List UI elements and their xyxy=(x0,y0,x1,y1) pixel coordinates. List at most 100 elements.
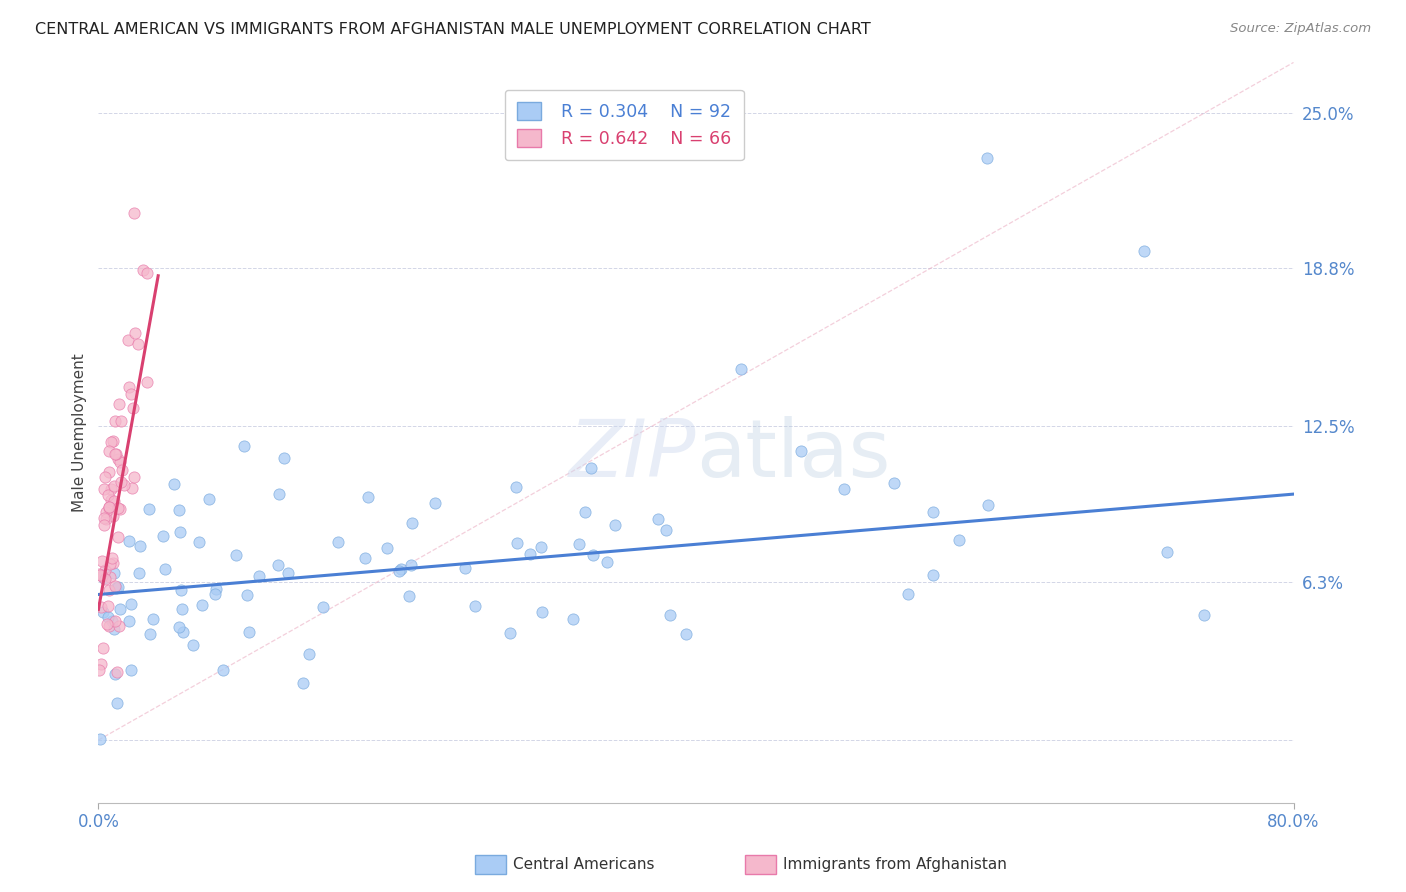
Point xyxy=(658,607,681,622)
Point xyxy=(1133,244,1156,258)
Point xyxy=(267,487,290,501)
Point xyxy=(120,597,142,611)
Point xyxy=(152,528,174,542)
Point xyxy=(97,466,120,480)
Point xyxy=(104,447,127,461)
Point xyxy=(120,387,142,401)
Point xyxy=(789,444,811,458)
Point xyxy=(169,525,191,540)
Point xyxy=(582,548,605,562)
Point xyxy=(107,581,129,595)
Point xyxy=(561,612,583,626)
Point xyxy=(103,566,125,581)
Point xyxy=(105,696,128,710)
Text: Source: ZipAtlas.com: Source: ZipAtlas.com xyxy=(1230,22,1371,36)
Point xyxy=(167,619,190,633)
Point xyxy=(122,401,145,415)
Point xyxy=(139,627,162,641)
Point xyxy=(976,151,998,165)
Point xyxy=(108,618,131,632)
Point xyxy=(103,508,125,523)
Point xyxy=(499,625,522,640)
Text: Central Americans: Central Americans xyxy=(513,857,655,871)
Point xyxy=(131,263,153,277)
Point xyxy=(100,551,122,566)
Point xyxy=(225,548,247,562)
Point xyxy=(291,676,314,690)
Point xyxy=(530,540,553,554)
Point xyxy=(104,615,127,629)
Point xyxy=(103,434,125,448)
Y-axis label: Male Unemployment: Male Unemployment xyxy=(72,353,87,512)
Point xyxy=(312,599,335,614)
Point xyxy=(93,510,115,524)
Point xyxy=(896,587,918,601)
Point xyxy=(172,625,194,640)
Point xyxy=(128,566,150,580)
Point xyxy=(568,537,591,551)
Point xyxy=(172,602,194,616)
Point xyxy=(90,553,112,567)
Point xyxy=(136,266,159,280)
Point xyxy=(108,602,131,616)
Point xyxy=(120,663,142,677)
Point xyxy=(105,447,128,461)
Point xyxy=(101,556,124,570)
Point xyxy=(188,535,211,549)
Point xyxy=(922,568,945,582)
Point xyxy=(212,663,235,677)
Point xyxy=(98,500,121,514)
Point xyxy=(89,731,111,746)
Point xyxy=(883,475,905,490)
Point xyxy=(197,491,219,506)
Point xyxy=(98,500,121,514)
Point xyxy=(519,548,541,562)
Point xyxy=(117,333,139,347)
Point xyxy=(163,477,186,491)
Point xyxy=(579,460,602,475)
Point xyxy=(98,502,121,516)
Point xyxy=(91,605,114,619)
Point xyxy=(112,477,135,491)
Point xyxy=(118,614,141,628)
Point xyxy=(505,480,527,494)
Point xyxy=(204,587,226,601)
Point xyxy=(122,470,145,484)
Text: CENTRAL AMERICAN VS IMMIGRANTS FROM AFGHANISTAN MALE UNEMPLOYMENT CORRELATION CH: CENTRAL AMERICAN VS IMMIGRANTS FROM AFGH… xyxy=(35,22,870,37)
Point xyxy=(103,494,125,508)
Point xyxy=(108,501,131,516)
Point xyxy=(97,599,120,614)
Point xyxy=(124,206,146,220)
Point xyxy=(401,558,423,572)
Point xyxy=(104,414,127,428)
Point xyxy=(93,567,115,582)
Point xyxy=(100,493,122,508)
Point xyxy=(110,414,132,428)
Point xyxy=(94,470,117,484)
Point xyxy=(328,535,350,549)
Point xyxy=(100,483,122,497)
Point xyxy=(398,589,420,603)
Point xyxy=(124,326,146,340)
Point xyxy=(104,579,127,593)
Point xyxy=(90,599,112,614)
Point xyxy=(111,462,134,476)
Point xyxy=(596,555,619,569)
Point xyxy=(100,435,122,450)
Point xyxy=(118,534,141,549)
Point xyxy=(190,598,212,612)
Point xyxy=(235,588,257,602)
Point xyxy=(97,444,120,458)
Point xyxy=(273,450,295,465)
Legend:   R = 0.304    N = 92,   R = 0.642    N = 66: R = 0.304 N = 92, R = 0.642 N = 66 xyxy=(505,89,744,161)
Point xyxy=(267,558,290,573)
Point xyxy=(423,496,446,510)
Point xyxy=(90,569,112,583)
Point xyxy=(530,605,553,619)
Point xyxy=(232,439,254,453)
Point xyxy=(93,482,115,496)
Point xyxy=(605,517,627,532)
Point xyxy=(138,501,160,516)
Point xyxy=(107,451,129,466)
Point xyxy=(574,505,596,519)
